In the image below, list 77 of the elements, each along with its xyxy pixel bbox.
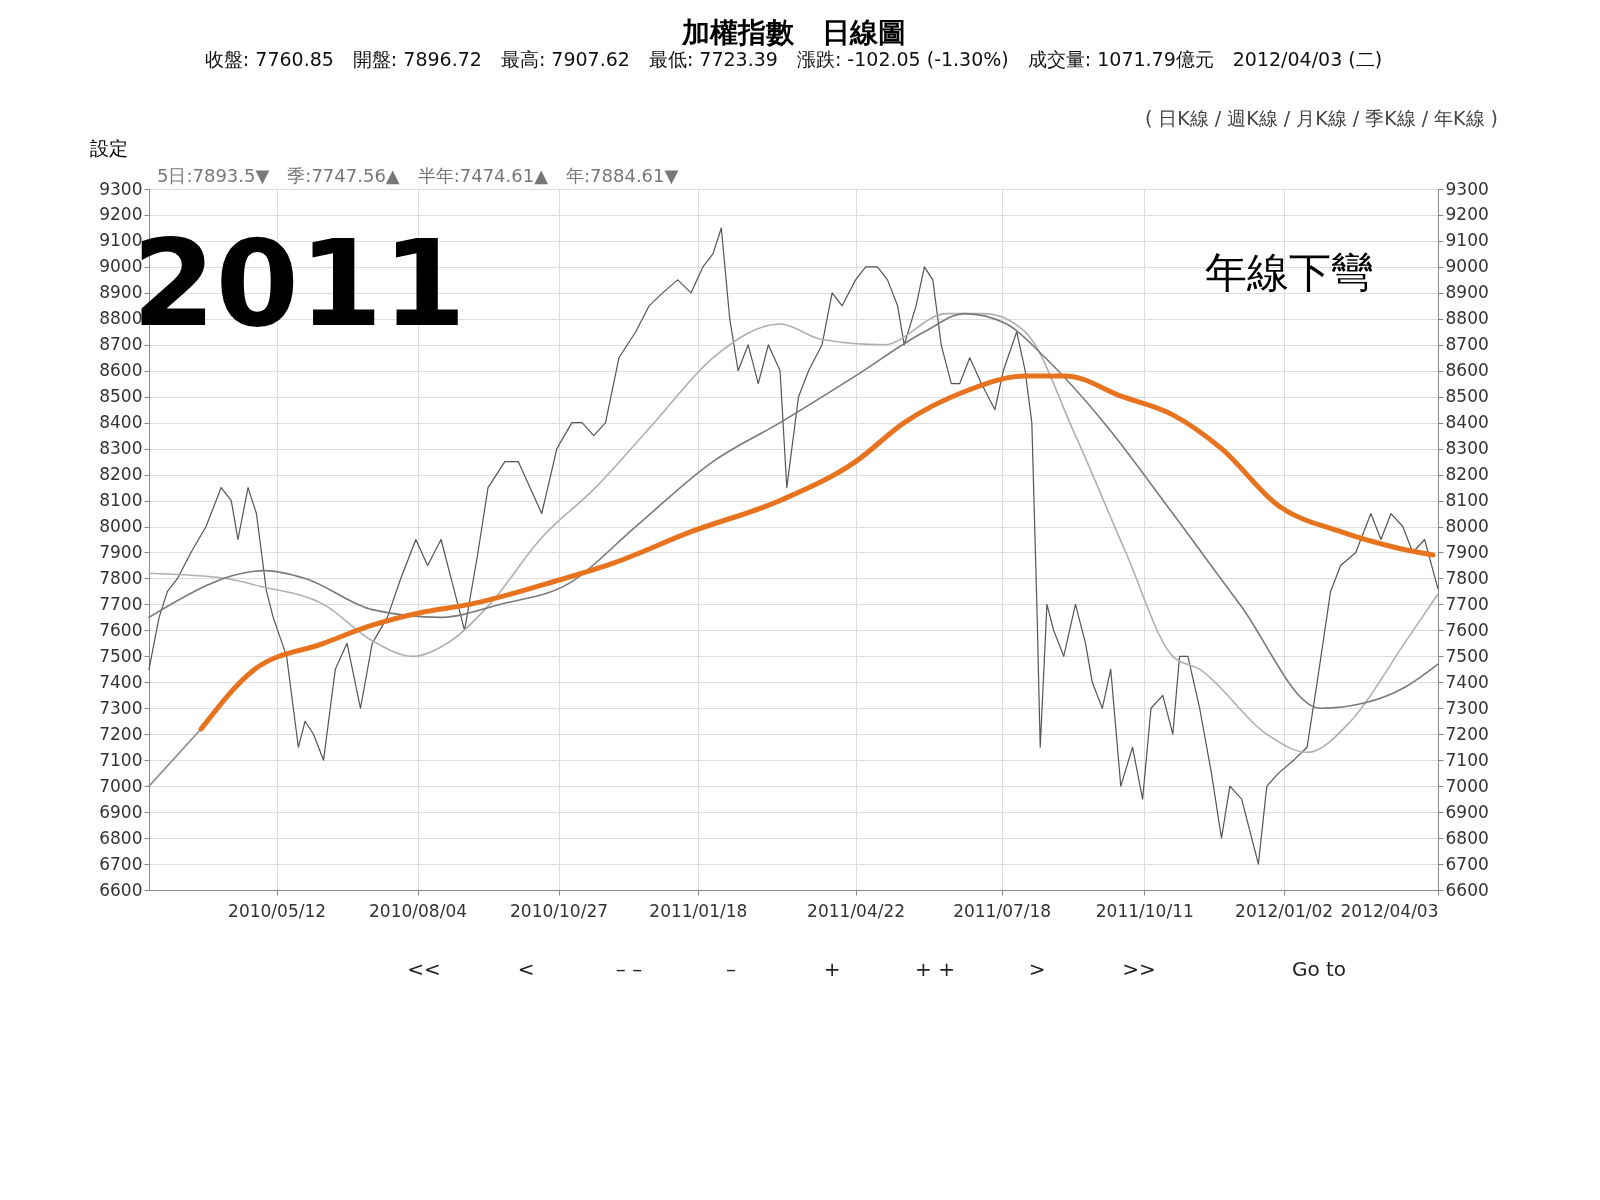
y-tick-label: 7900	[99, 541, 143, 562]
y2-tick-label: 7100	[1445, 749, 1489, 770]
chart-subtitle: 收盤: 7760.85 開盤: 7896.72 最高: 7907.62 最低: 7723.39 漲跌: -102.05 (-1.30%) 成交量: 1071.79億元 2012/04/03 (二)	[204, 48, 1383, 70]
y-tick-label: 7100	[99, 749, 143, 770]
text: 5日:7893.5▼ 季:7747.56▲ 半年:7474.61▲ 年:7884.61▼	[157, 165, 679, 186]
y-tick-label: 6900	[99, 801, 143, 822]
y2-tick-label: 6600	[1445, 879, 1489, 900]
y2-tick-label: 7000	[1445, 775, 1489, 796]
chart-title: 加權指數 日線圖	[680, 16, 906, 49]
y-tick-label: 6800	[99, 827, 143, 848]
y-tick-label: 8500	[99, 386, 143, 407]
y-tick-label: 8200	[99, 464, 143, 485]
y2-tick-label: 8700	[1445, 334, 1489, 355]
y-tick-label: 7300	[99, 697, 143, 718]
y-tick-label: 8900	[99, 282, 143, 303]
x-tick-label: 2011/07/18	[953, 900, 1052, 921]
text: ( 日K線 / 週K線 / 月K線 / 季K線 / 年K線 )	[1144, 107, 1498, 129]
text: <<	[407, 957, 441, 981]
y2-tick-label: 9200	[1445, 204, 1489, 225]
y-tick-label: 7600	[99, 619, 143, 640]
x-tick-label: 2011/04/22	[807, 900, 906, 921]
y2-tick-label: 9300	[1445, 178, 1489, 199]
y2-tick-label: 8000	[1445, 516, 1489, 537]
text: >>	[1122, 957, 1156, 981]
y2-tick-label: 8300	[1445, 438, 1489, 459]
y-tick-label: 8100	[99, 490, 143, 511]
y2-tick-label: 8900	[1445, 282, 1489, 303]
text: >	[1028, 957, 1046, 981]
y2-tick-label: 7800	[1445, 567, 1489, 588]
text: 設定	[90, 137, 128, 159]
text: <	[517, 957, 535, 981]
y2-tick-label: 7900	[1445, 541, 1489, 562]
x-tick-label: 2011/10/11	[1095, 900, 1194, 921]
y2-tick-label: 8200	[1445, 464, 1489, 485]
y2-tick-label: 6700	[1445, 853, 1489, 874]
y2-tick-label: 7600	[1445, 619, 1489, 640]
y-tick-label: 7000	[99, 775, 143, 796]
annotation: 年線下彎	[1205, 248, 1373, 297]
y-tick-label: 7200	[99, 723, 143, 744]
y-tick-label: 8000	[99, 516, 143, 537]
y2-tick-label: 7500	[1445, 645, 1489, 666]
x-tick-label: 2012/04/03	[1340, 900, 1439, 921]
y2-tick-label: 8100	[1445, 490, 1489, 511]
y2-tick-label: 7200	[1445, 723, 1489, 744]
y-tick-label: 7500	[99, 645, 143, 666]
y2-tick-label: 7400	[1445, 671, 1489, 692]
y2-tick-label: 9000	[1445, 256, 1489, 277]
y2-tick-label: 8800	[1445, 308, 1489, 329]
y2-tick-label: 7300	[1445, 697, 1489, 718]
y-tick-label: 6600	[99, 879, 143, 900]
text: – –	[615, 957, 643, 981]
y-tick-label: 8700	[99, 334, 143, 355]
y-tick-label: 7700	[99, 593, 143, 614]
text: –	[726, 957, 736, 981]
y-tick-label: 7800	[99, 567, 143, 588]
x-tick-label: 2012/01/02	[1235, 900, 1334, 921]
y-tick-label: 8300	[99, 438, 143, 459]
y-tick-label: 8600	[99, 360, 143, 381]
y2-tick-label: 7700	[1445, 593, 1489, 614]
x-tick-label: 2010/08/04	[369, 900, 468, 921]
text: +	[823, 957, 841, 981]
y2-tick-label: 8600	[1445, 360, 1489, 381]
y-tick-label: 9300	[99, 178, 143, 199]
x-tick-label: 2010/05/12	[228, 900, 327, 921]
y2-tick-label: 6900	[1445, 801, 1489, 822]
y-tick-label: 7400	[99, 671, 143, 692]
y2-tick-label: 9100	[1445, 230, 1489, 251]
y2-tick-label: 8500	[1445, 386, 1489, 407]
text: + +	[915, 957, 955, 981]
y-tick-label: 9200	[99, 204, 143, 225]
text: Go to	[1291, 957, 1347, 981]
y2-tick-label: 6800	[1445, 827, 1489, 848]
y-tick-label: 8400	[99, 412, 143, 433]
y-tick-label: 6700	[99, 853, 143, 874]
y2-tick-label: 8400	[1445, 412, 1489, 433]
x-tick-label: 2011/01/18	[649, 900, 748, 921]
x-tick-label: 2010/10/27	[510, 900, 609, 921]
